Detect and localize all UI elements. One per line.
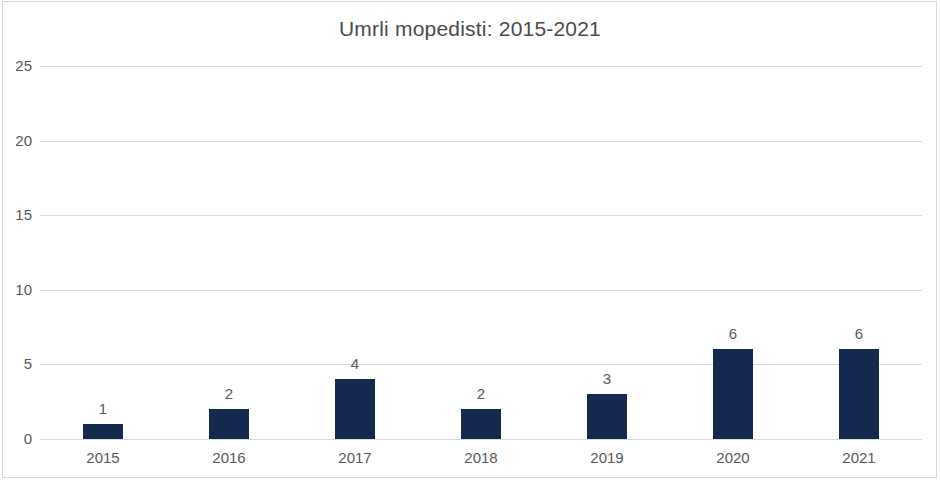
data-label-2015: 1 xyxy=(73,400,133,418)
x-axis-tick-label-2017: 2017 xyxy=(320,449,390,467)
x-axis-tick-label-2018: 2018 xyxy=(446,449,516,467)
gridline-y-25 xyxy=(40,66,922,67)
y-axis-tick-label: 0 xyxy=(0,430,32,448)
y-axis-tick-label: 20 xyxy=(0,132,32,150)
y-axis-tick-label: 10 xyxy=(0,281,32,299)
bar-2015 xyxy=(83,424,123,439)
chart-border xyxy=(2,1,937,478)
gridline-y-0 xyxy=(40,439,922,440)
gridline-y-15 xyxy=(40,215,922,216)
data-label-2021: 6 xyxy=(829,325,889,343)
bar-2020 xyxy=(713,349,753,439)
y-axis-tick-label: 5 xyxy=(0,355,32,373)
gridline-y-5 xyxy=(40,364,922,365)
x-axis-tick-label-2021: 2021 xyxy=(824,449,894,467)
data-label-2019: 3 xyxy=(577,370,637,388)
bar-chart: Umrli mopedisti: 2015-2021 0 5 10 15 20 25 1 2… xyxy=(0,0,940,480)
y-axis-tick-label: 15 xyxy=(0,206,32,224)
bar-2019 xyxy=(587,394,627,439)
bar-2016 xyxy=(209,409,249,439)
gridline-y-10 xyxy=(40,290,922,291)
data-label-2020: 6 xyxy=(703,325,763,343)
y-axis-tick-label: 25 xyxy=(0,57,32,75)
data-label-2018: 2 xyxy=(451,385,511,403)
x-axis-tick-label-2020: 2020 xyxy=(698,449,768,467)
data-label-2017: 4 xyxy=(325,355,385,373)
x-axis-tick-label-2015: 2015 xyxy=(68,449,138,467)
bar-2017 xyxy=(335,379,375,439)
chart-title: Umrli mopedisti: 2015-2021 xyxy=(0,17,940,41)
x-axis-tick-label-2016: 2016 xyxy=(194,449,264,467)
gridline-y-20 xyxy=(40,141,922,142)
bar-2018 xyxy=(461,409,501,439)
x-axis-tick-label-2019: 2019 xyxy=(572,449,642,467)
data-label-2016: 2 xyxy=(199,385,259,403)
bar-2021 xyxy=(839,349,879,439)
